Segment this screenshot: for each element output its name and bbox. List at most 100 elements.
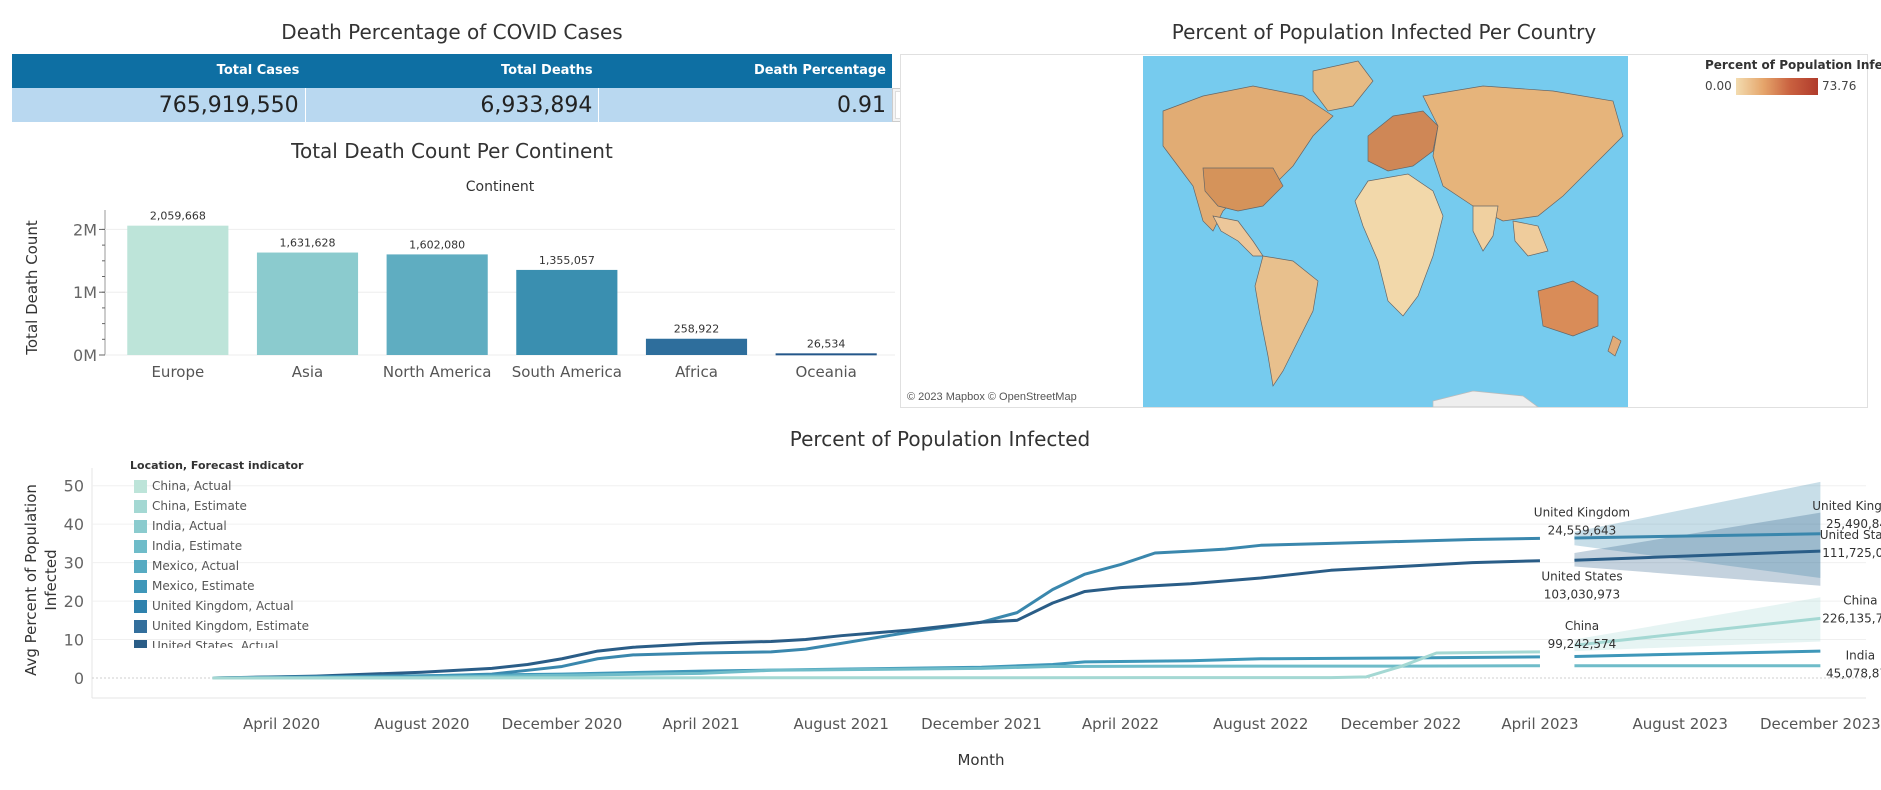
bar-data-label-africa: 258,922	[674, 323, 720, 336]
bar-asia[interactable]	[256, 252, 359, 355]
world-map[interactable]	[1143, 56, 1628, 407]
map-greenland[interactable]	[1312, 60, 1374, 112]
annotation-united-kingdom-actual-line: United Kingdom	[1534, 505, 1630, 519]
annotation-china-estimate: China 226,135,784	[1822, 593, 1881, 625]
legend-label: United Kingdom, Estimate	[152, 619, 309, 633]
legend-swatch	[134, 599, 147, 613]
map-usa[interactable]	[1202, 167, 1284, 212]
legend-item-united-kingdom-actual[interactable]: United Kingdom, Actual	[130, 596, 330, 616]
bar-category-label-south-america: South America	[512, 363, 622, 381]
series-line-united-states-actual[interactable]	[212, 559, 1541, 680]
bar-europe[interactable]	[127, 225, 229, 355]
line-y-axis-label-line1: Avg Percent of Population	[22, 484, 40, 676]
bar-chart-header: Continent	[466, 179, 535, 195]
map-credit[interactable]: © 2023 Mapbox © OpenStreetMap	[907, 391, 1077, 403]
map-south-america[interactable]	[1254, 255, 1319, 387]
annotation-india-estimate: India 45,078,877	[1826, 649, 1881, 681]
legend-swatch	[134, 579, 147, 593]
map-new-zealand[interactable]	[1607, 335, 1622, 357]
line-y-tick-label: 20	[64, 592, 84, 611]
kpi-header-total-deaths[interactable]: Total Deaths	[501, 63, 593, 78]
map-india[interactable]	[1472, 205, 1499, 252]
line-chart-legend[interactable]: Location, Forecast indicator China, Actu…	[130, 456, 330, 648]
legend-label: United States, Actual	[152, 639, 279, 648]
line-y-tick-label: 50	[64, 477, 84, 496]
line-chart: Avg Percent of Population Infected 0 10 20 30…	[22, 468, 1881, 769]
legend-swatch	[134, 539, 147, 553]
legend-item-china-estimate[interactable]: China, Estimate	[130, 496, 330, 516]
map-antarctica[interactable]	[1432, 390, 1539, 407]
map-australia[interactable]	[1537, 280, 1599, 337]
bar-y-axis-label: Total Death Count	[23, 220, 41, 356]
bar-chart-title: Total Death Count Per Continent	[291, 139, 613, 163]
line-x-tick-label: April 2023	[1501, 715, 1578, 733]
annotation-united-kingdom-estimate: United Kingdom 25,490,840	[1812, 499, 1881, 531]
legend-swatch	[134, 639, 147, 648]
kpi-value-total-deaths[interactable]: 6,933,894	[306, 88, 600, 122]
legend-swatch	[134, 499, 147, 513]
legend-swatch	[134, 519, 147, 533]
map-africa[interactable]	[1354, 173, 1444, 317]
annotation-united-states-actual: United States 103,030,973	[1541, 570, 1622, 602]
annotation-united-states-actual-line: United States	[1541, 570, 1622, 584]
legend-item-mexico-estimate[interactable]: Mexico, Estimate	[130, 576, 330, 596]
series-line-mexico-estimate[interactable]	[1574, 649, 1821, 658]
bar-category-label-oceania: Oceania	[795, 363, 856, 381]
map-southeast-asia[interactable]	[1512, 220, 1549, 257]
kpi-header-row: Total Cases Total Deaths Death Percentag…	[12, 54, 892, 88]
bar-y-tick-label: 1M	[73, 283, 97, 302]
line-y-tick-label: 40	[64, 515, 84, 534]
map-panel[interactable]: © 2023 Mapbox © OpenStreetMap Percent of…	[900, 54, 1881, 408]
annotation-united-states-estimate-line: United States	[1820, 528, 1881, 542]
kpi-value-death-percentage[interactable]: 0.91	[837, 93, 887, 118]
legend-item-china-actual[interactable]: China, Actual	[130, 476, 330, 496]
annotation-united-kingdom-estimate-line: 25,490,840	[1826, 517, 1881, 531]
map-europe[interactable]	[1367, 110, 1439, 172]
bar-north-america[interactable]	[386, 254, 488, 355]
annotation-united-states-actual-line: 103,030,973	[1544, 588, 1620, 602]
bar-category-label-north-america: North America	[383, 363, 492, 381]
world-map-land	[1162, 60, 1624, 407]
forecast-band-united-states[interactable]	[1574, 512, 1821, 586]
series-line-china-estimate[interactable]	[1574, 616, 1821, 647]
kpi-header-total-cases[interactable]: Total Cases	[216, 63, 300, 78]
map-russia-asia[interactable]	[1422, 85, 1624, 222]
kpi-header-death-percentage[interactable]: Death Percentage	[753, 63, 886, 78]
bar-south-america[interactable]	[516, 269, 618, 355]
series-line-china-actual[interactable]	[212, 650, 1540, 680]
annotation-china-actual-line: China	[1565, 619, 1599, 633]
annotation-united-kingdom-estimate-line: United Kingdom	[1812, 499, 1881, 513]
map-legend-min: 0.00	[1705, 79, 1732, 93]
bar-oceania[interactable]	[775, 353, 877, 356]
annotation-united-states-estimate: United States 111,725,045	[1820, 528, 1881, 560]
map-title: Percent of Population Infected Per Count…	[1171, 20, 1597, 44]
annotation-china-estimate-line: 226,135,784	[1822, 611, 1881, 625]
bar-africa[interactable]	[645, 338, 748, 355]
legend-label: Mexico, Actual	[152, 559, 240, 573]
annotation-china-actual-line: 99,242,574	[1548, 637, 1617, 651]
legend-item-united-kingdom-estimate[interactable]: United Kingdom, Estimate	[130, 616, 330, 636]
series-line-united-kingdom-estimate[interactable]	[1574, 532, 1821, 540]
line-x-tick-label: August 2022	[1213, 715, 1308, 733]
legend-item-united-states-actual[interactable]: United States, Actual	[130, 636, 330, 648]
series-line-united-states-estimate[interactable]	[1574, 549, 1821, 562]
bar-data-label-asia: 1,631,628	[280, 237, 336, 250]
bar-category-label-africa: Africa	[675, 363, 718, 381]
legend-item-india-actual[interactable]: India, Actual	[130, 516, 330, 536]
legend-label: United Kingdom, Actual	[152, 599, 294, 613]
legend-items: China, Actual China, Estimate India, Actua…	[130, 476, 330, 648]
line-y-axis-label: Avg Percent of Population Infected	[22, 484, 60, 676]
line-y-tick-label: 10	[64, 631, 84, 650]
kpi-value-total-cases[interactable]: 765,919,550	[12, 88, 306, 122]
map-central-america[interactable]	[1212, 215, 1264, 257]
legend-item-mexico-actual[interactable]: Mexico, Actual	[130, 556, 330, 576]
legend-item-india-estimate[interactable]: India, Estimate	[130, 536, 330, 556]
annotation-china-actual: China 99,242,574	[1548, 619, 1617, 651]
bar-data-label-north-america: 1,602,080	[409, 238, 465, 251]
line-x-tick-label: August 2020	[374, 715, 469, 733]
bar-chart: Continent Total Death Count 0M 1M 2M 2,059,66…	[23, 179, 895, 381]
annotation-united-kingdom-actual: United Kingdom 24,559,643	[1534, 505, 1630, 537]
legend-swatch	[134, 559, 147, 573]
series-line-india-actual[interactable]	[212, 664, 1540, 680]
bar-category-label-europe: Europe	[151, 363, 204, 381]
